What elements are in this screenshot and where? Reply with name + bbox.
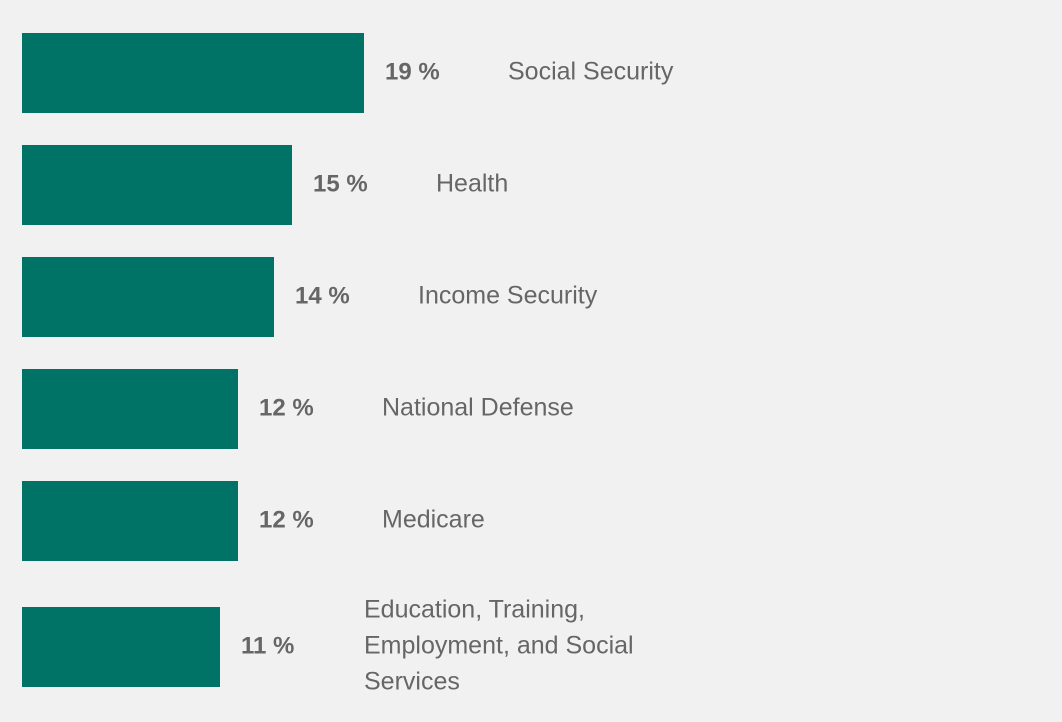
category-label-line: Health xyxy=(436,170,508,198)
bar-social-security xyxy=(22,33,364,113)
bar-income-security xyxy=(22,257,274,337)
value-label-income-security: 14 % xyxy=(295,282,350,309)
bar-education-training-employment-and-social-services xyxy=(22,607,220,687)
category-label-line: Education, Training, xyxy=(364,596,585,624)
category-label-income-security: Income Security xyxy=(418,282,598,310)
value-label-national-defense: 12 % xyxy=(259,394,314,421)
bar-group-social-security: 19 % Social Security xyxy=(22,33,674,113)
value-label-health: 15 % xyxy=(313,170,368,197)
bar-national-defense xyxy=(22,369,238,449)
category-label-line: Social Security xyxy=(508,58,674,86)
category-label-line: Income Security xyxy=(418,282,598,310)
bar-group-medicare: 12 % Medicare xyxy=(22,481,485,561)
bar-group-education-training-employment-and-social-services: 11 % Education, Training, Employment, and … xyxy=(22,596,634,696)
value-label-education-training-employment-and-social-services: 11 % xyxy=(241,632,294,659)
category-label-health: Health xyxy=(436,170,508,198)
category-label-line: National Defense xyxy=(382,394,574,422)
bar-medicare xyxy=(22,481,238,561)
category-label-national-defense: National Defense xyxy=(382,394,574,422)
bar-health xyxy=(22,145,292,225)
value-label-social-security: 19 % xyxy=(385,58,440,85)
value-label-medicare: 12 % xyxy=(259,506,314,533)
bar-group-national-defense: 12 % National Defense xyxy=(22,369,574,449)
category-label-line: Medicare xyxy=(382,506,485,534)
category-label-medicare: Medicare xyxy=(382,506,485,534)
category-label-line: Services xyxy=(364,668,460,696)
bar-group-income-security: 14 % Income Security xyxy=(22,257,598,337)
category-label-social-security: Social Security xyxy=(508,58,674,86)
bar-group-health: 15 % Health xyxy=(22,145,508,225)
category-label-line: Employment, and Social xyxy=(364,632,634,660)
category-label-education-training-employment-and-social-services: Education, Training, Employment, and Soci… xyxy=(364,596,634,696)
